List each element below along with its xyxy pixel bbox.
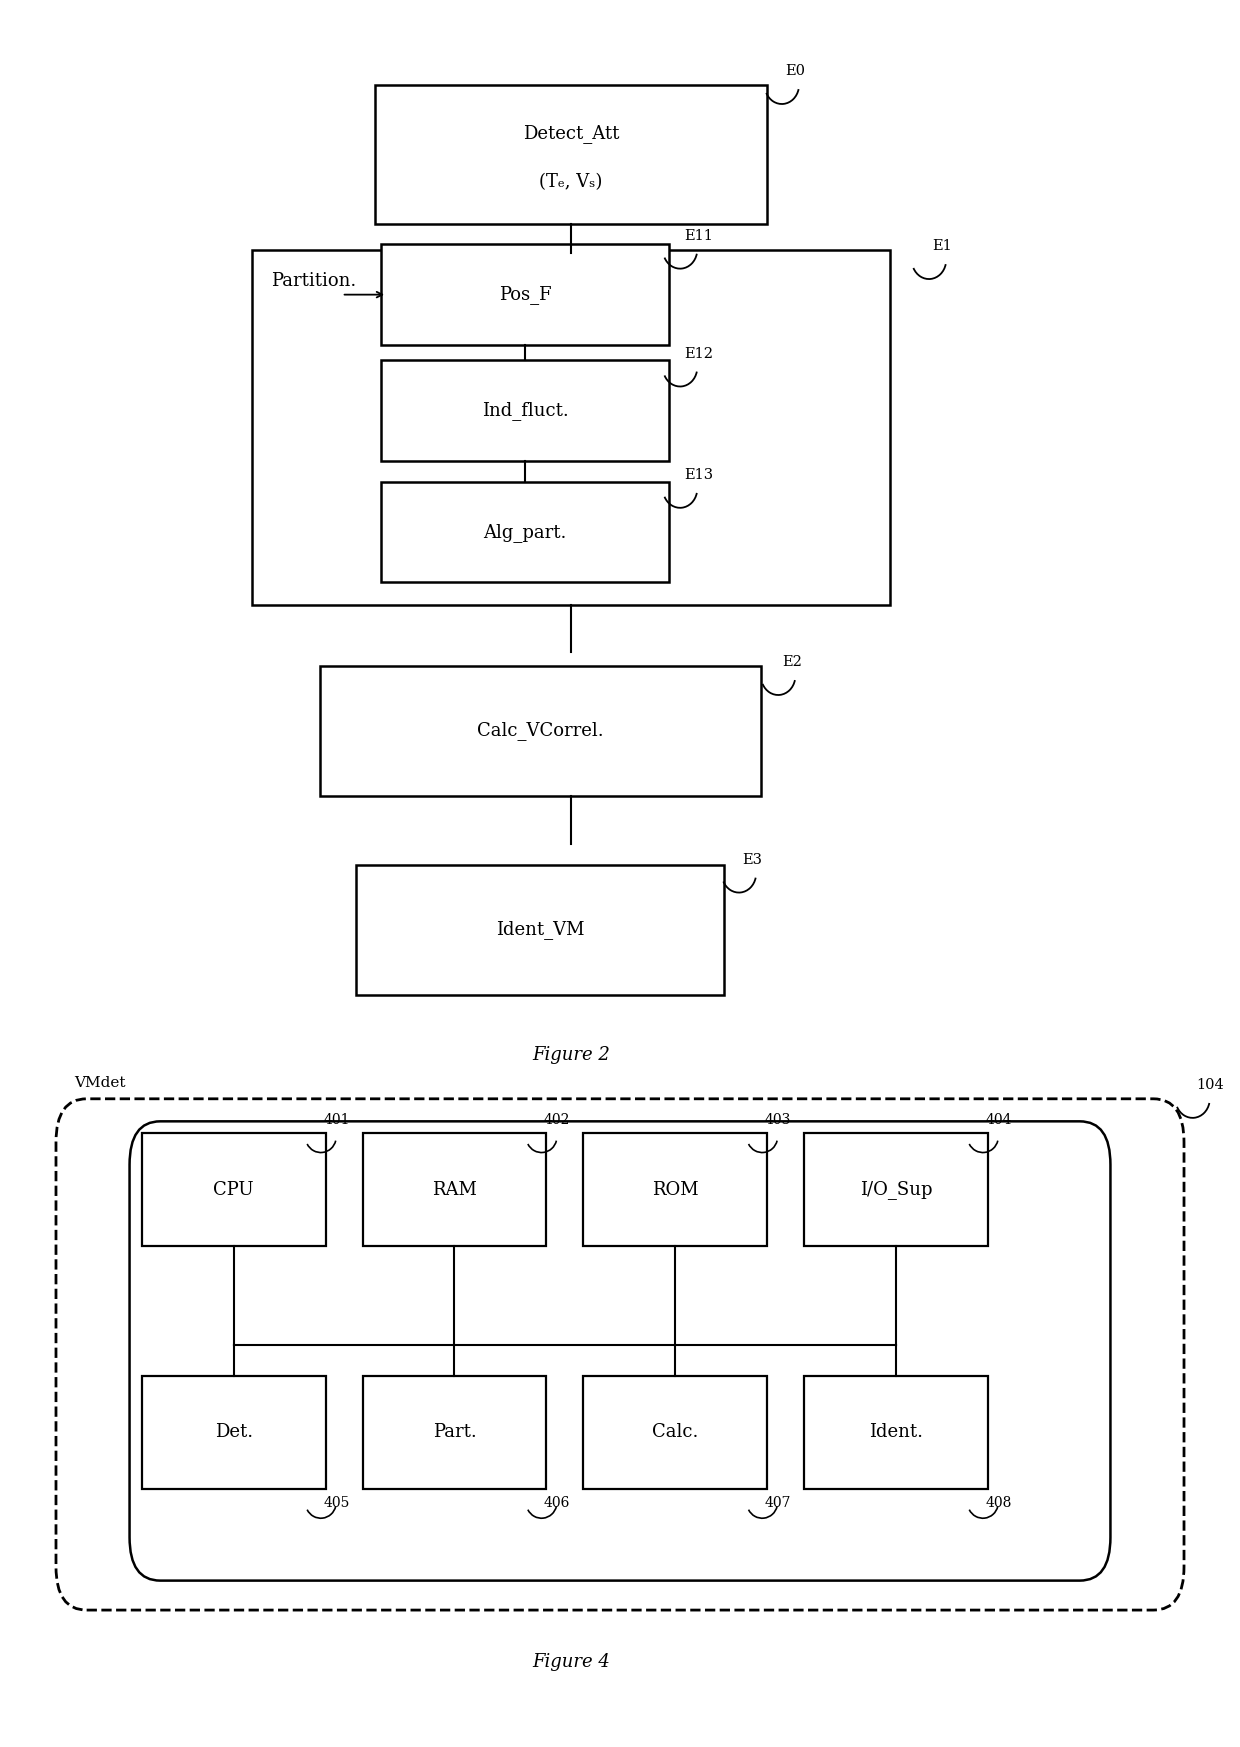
FancyBboxPatch shape [252, 250, 890, 604]
Text: 104: 104 [1197, 1078, 1224, 1092]
Text: Part.: Part. [433, 1424, 476, 1441]
Text: RAM: RAM [432, 1181, 477, 1198]
Text: I/O_Sup: I/O_Sup [859, 1181, 932, 1198]
FancyBboxPatch shape [56, 1099, 1184, 1611]
Text: E13: E13 [683, 468, 713, 482]
FancyBboxPatch shape [320, 666, 761, 795]
Text: ROM: ROM [652, 1181, 698, 1198]
Text: 401: 401 [324, 1113, 350, 1127]
FancyBboxPatch shape [129, 1122, 1111, 1581]
FancyBboxPatch shape [804, 1377, 988, 1488]
Text: E3: E3 [743, 853, 763, 867]
FancyBboxPatch shape [583, 1134, 768, 1246]
FancyBboxPatch shape [381, 360, 670, 461]
Text: E1: E1 [932, 239, 952, 253]
FancyBboxPatch shape [141, 1377, 326, 1488]
Text: 407: 407 [765, 1495, 791, 1509]
FancyBboxPatch shape [381, 482, 670, 582]
Text: Det.: Det. [215, 1424, 253, 1441]
Text: VMdet: VMdet [74, 1076, 126, 1090]
Text: (Tₑ, Vₛ): (Tₑ, Vₛ) [539, 173, 603, 190]
Text: E0: E0 [785, 65, 806, 79]
FancyBboxPatch shape [583, 1377, 768, 1488]
Text: E11: E11 [683, 229, 713, 243]
Text: Partition.: Partition. [270, 273, 356, 290]
FancyBboxPatch shape [356, 865, 724, 994]
Text: 403: 403 [765, 1113, 791, 1127]
Text: Ident.: Ident. [869, 1424, 923, 1441]
Text: Detect_Att: Detect_Att [523, 124, 619, 143]
FancyBboxPatch shape [362, 1377, 547, 1488]
Text: Figure 4: Figure 4 [532, 1653, 610, 1672]
Text: 402: 402 [544, 1113, 570, 1127]
FancyBboxPatch shape [362, 1134, 547, 1246]
FancyBboxPatch shape [141, 1134, 326, 1246]
Text: Calc.: Calc. [652, 1424, 698, 1441]
Text: 405: 405 [324, 1495, 350, 1509]
FancyBboxPatch shape [374, 86, 768, 224]
Text: 406: 406 [544, 1495, 570, 1509]
Text: Alg_part.: Alg_part. [484, 522, 567, 542]
Text: Ind_fluct.: Ind_fluct. [481, 402, 568, 421]
Text: Ident_VM: Ident_VM [496, 921, 584, 940]
Text: Figure 2: Figure 2 [532, 1046, 610, 1064]
Text: 404: 404 [986, 1113, 1012, 1127]
Text: E12: E12 [683, 346, 713, 360]
Text: E2: E2 [782, 655, 802, 669]
Text: CPU: CPU [213, 1181, 254, 1198]
Text: 408: 408 [986, 1495, 1012, 1509]
Text: Calc_VCorrel.: Calc_VCorrel. [477, 722, 604, 741]
FancyBboxPatch shape [381, 245, 670, 344]
Text: Pos_F: Pos_F [498, 285, 552, 304]
FancyBboxPatch shape [804, 1134, 988, 1246]
